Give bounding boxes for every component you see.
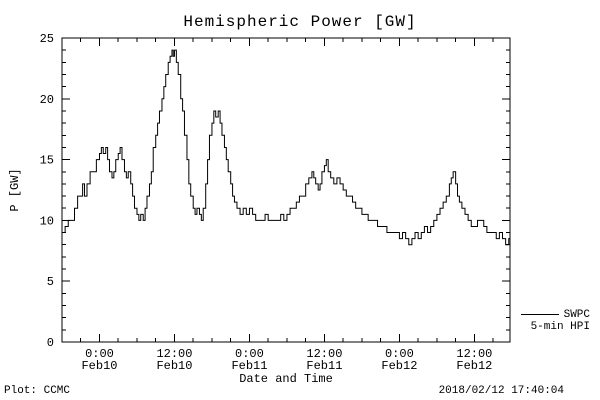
legend-line-sample bbox=[520, 314, 559, 315]
plot-timestamp: 2018/02/12 17:40:04 bbox=[438, 385, 564, 397]
y-tick-label: 0 bbox=[47, 336, 54, 350]
x-tick-time-label: 0:00 bbox=[385, 347, 414, 361]
x-tick-date-label: Feb12 bbox=[381, 359, 417, 373]
x-tick-time-label: 0:00 bbox=[235, 347, 264, 361]
x-tick-time-label: 12:00 bbox=[306, 347, 342, 361]
x-tick-date-label: Feb10 bbox=[81, 359, 117, 373]
y-axis-ticks: 0 5 10 15 20 25 bbox=[40, 32, 510, 350]
x-tick-time-label: 12:00 bbox=[156, 347, 192, 361]
x-tick-date-label: Feb10 bbox=[156, 359, 192, 373]
legend-row: SWPC bbox=[520, 308, 590, 321]
y-axis-label: P [GW] bbox=[8, 168, 22, 212]
legend: SWPC 5-min HPI bbox=[520, 308, 590, 334]
x-axis-label: Date and Time bbox=[239, 372, 333, 386]
y-tick-label: 20 bbox=[40, 93, 54, 107]
legend-series-label: SWPC bbox=[563, 308, 590, 321]
x-axis-ticks: 0:00Feb1012:00Feb100:00Feb1112:00Feb110:… bbox=[61, 38, 494, 373]
plot-credit: Plot: CCMC bbox=[4, 385, 71, 397]
y-tick-label: 15 bbox=[40, 154, 54, 168]
x-tick-date-label: Feb11 bbox=[231, 359, 267, 373]
x-tick-date-label: Feb11 bbox=[306, 359, 342, 373]
y-tick-label: 25 bbox=[40, 32, 54, 46]
plot-frame bbox=[61, 37, 511, 343]
data-series-line bbox=[62, 49, 510, 246]
y-tick-label: 10 bbox=[40, 214, 54, 228]
x-tick-time-label: 12:00 bbox=[456, 347, 492, 361]
x-tick-time-label: 0:00 bbox=[85, 347, 114, 361]
chart-title: Hemispheric Power [GW] bbox=[183, 13, 417, 31]
x-tick-date-label: Feb12 bbox=[456, 359, 492, 373]
legend-series-sublabel: 5-min HPI bbox=[530, 321, 590, 333]
y-tick-label: 5 bbox=[47, 275, 54, 289]
